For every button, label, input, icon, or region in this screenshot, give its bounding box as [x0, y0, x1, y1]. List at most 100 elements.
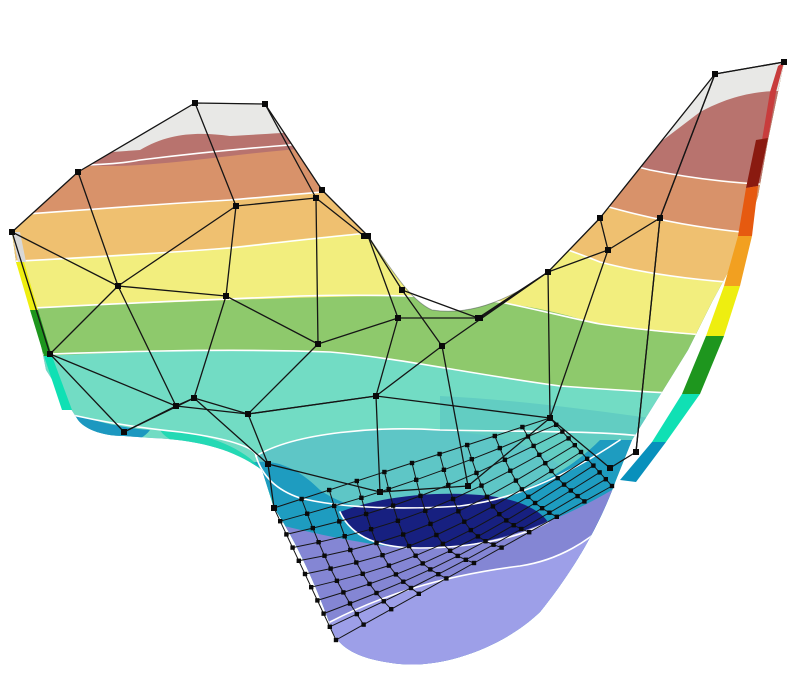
control-point — [361, 233, 367, 239]
net-row-2 — [49, 73, 716, 355]
edge-strip-right — [620, 62, 784, 482]
refined-node — [474, 470, 479, 476]
contour-9 — [329, 519, 611, 623]
control-point — [115, 283, 121, 289]
refined-node — [585, 456, 590, 461]
refined-node — [561, 482, 567, 487]
refined-node — [437, 451, 442, 457]
refined-node — [504, 518, 509, 523]
refined-node — [499, 545, 504, 550]
refined-node — [447, 548, 453, 553]
refined-node — [520, 424, 525, 430]
control-point — [75, 169, 81, 175]
refined-node — [418, 493, 423, 499]
control-point — [121, 429, 127, 435]
refined-node — [382, 469, 387, 475]
refined-node — [491, 542, 496, 547]
control-point — [439, 343, 445, 349]
control-point — [191, 395, 197, 401]
control-point — [633, 449, 639, 455]
refined-node — [363, 511, 369, 517]
edge-red — [762, 62, 784, 140]
refined-node — [332, 503, 337, 509]
refined-node — [327, 487, 332, 493]
net-col-4 — [367, 235, 399, 493]
refined-node — [446, 482, 451, 488]
refined-node — [527, 530, 532, 535]
refined-node — [560, 429, 565, 434]
refined-node — [450, 496, 456, 502]
control-point — [657, 215, 663, 221]
refined-node — [354, 560, 359, 565]
refined-node — [519, 526, 524, 532]
control-point — [233, 203, 239, 209]
edge-orange — [738, 186, 758, 236]
net-row-4 — [123, 217, 661, 469]
edge-left-cap — [12, 232, 26, 262]
net-col-6 — [547, 271, 551, 419]
refined-node — [367, 581, 372, 587]
refined-node — [463, 557, 468, 562]
refined-node — [416, 591, 421, 596]
refined-node — [475, 534, 481, 539]
control-points — [9, 59, 787, 511]
refined-node — [348, 547, 353, 553]
refined-mesh — [271, 415, 615, 643]
refined-node — [492, 433, 497, 439]
refined-node — [406, 543, 412, 549]
refined-node — [322, 553, 327, 558]
refined-node — [299, 496, 304, 502]
refined-node — [511, 523, 516, 528]
refined-node — [342, 534, 347, 539]
refined-node — [401, 579, 406, 584]
refined-node — [413, 553, 418, 558]
refined-node — [337, 519, 342, 524]
refined-node — [484, 494, 490, 499]
control-point — [265, 461, 271, 467]
refined-node — [361, 622, 366, 627]
control-point — [223, 293, 229, 299]
refined-node — [497, 445, 502, 451]
refined-node — [316, 540, 321, 545]
refined-node — [582, 499, 587, 504]
refined-node — [302, 571, 308, 577]
control-point — [192, 100, 198, 106]
refined-node — [428, 567, 433, 572]
refined-node — [354, 478, 359, 484]
refined-node — [381, 599, 386, 604]
refined-node — [341, 590, 346, 595]
refined-node — [428, 521, 433, 527]
refined-node — [566, 436, 571, 441]
refined-node — [578, 449, 584, 455]
refined-node — [284, 532, 289, 537]
band-teal-center — [256, 428, 560, 508]
edge-amber — [724, 236, 752, 286]
refined-node — [408, 585, 414, 591]
net-col-3b — [267, 463, 275, 509]
refined-node — [525, 434, 531, 439]
control-point — [365, 233, 371, 239]
refined-node — [347, 601, 353, 606]
control-point — [377, 489, 383, 495]
refined-node — [389, 607, 394, 612]
refined-node — [462, 519, 467, 524]
refined-node — [554, 514, 559, 519]
control-point — [545, 269, 551, 275]
refined-node — [401, 532, 406, 537]
refined-node — [423, 508, 428, 513]
control-point — [395, 315, 401, 321]
refined-node — [380, 553, 385, 558]
refined-node — [386, 486, 391, 492]
refined-node — [368, 527, 374, 532]
control-point — [313, 195, 319, 201]
refined-node — [465, 442, 470, 448]
net-col-2 — [193, 102, 237, 399]
refined-node — [568, 488, 573, 493]
band-red — [12, 62, 784, 186]
net-row-1 — [11, 61, 785, 319]
refined-node — [490, 504, 496, 509]
net-row-5 — [123, 397, 551, 493]
control-point — [597, 215, 603, 221]
control-point — [9, 229, 15, 235]
